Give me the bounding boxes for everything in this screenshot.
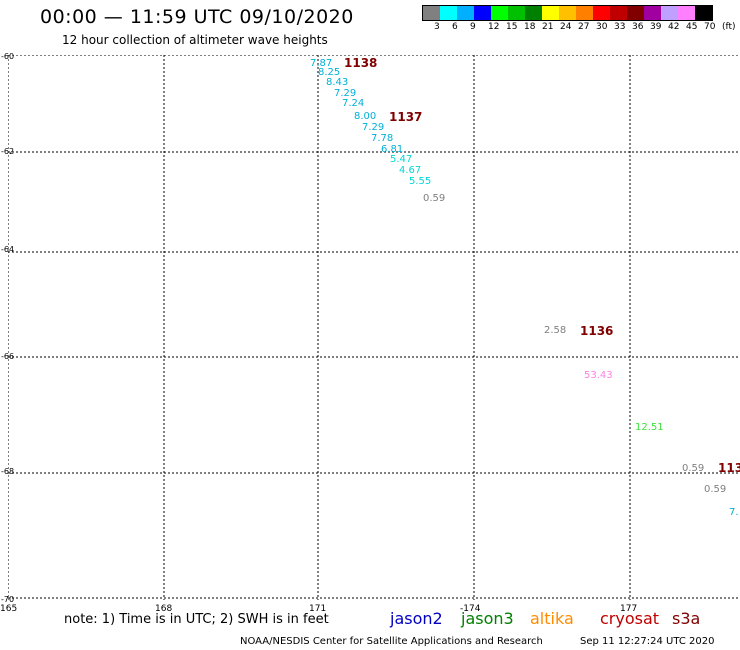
wave-height-observation: 53.43 bbox=[584, 370, 613, 381]
legend-swatch bbox=[678, 6, 695, 20]
wave-height-observation: 0.59 bbox=[704, 484, 727, 495]
pass-number-label: 1137 bbox=[389, 110, 423, 124]
legend-label: 6 bbox=[452, 22, 458, 32]
latitude-label: -66 bbox=[1, 352, 15, 361]
legend-label: 70 bbox=[704, 22, 716, 32]
wave-height-observation: 7.78 bbox=[371, 133, 394, 144]
wave-height-observation: 8.25 bbox=[318, 67, 341, 78]
latitude-label: -60 bbox=[1, 52, 15, 61]
latitude-label: -62 bbox=[1, 147, 15, 156]
legend-swatch bbox=[576, 6, 593, 20]
legend-label: 42 bbox=[668, 22, 680, 32]
wave-height-observation: 5.55 bbox=[409, 176, 432, 187]
legend-swatch bbox=[610, 6, 627, 20]
wave-height-observation: 8.43 bbox=[326, 77, 349, 88]
satellite-altika-label: altika bbox=[530, 609, 574, 628]
legend-swatch bbox=[695, 6, 712, 20]
satellite-jason2-label: jason2 bbox=[390, 609, 443, 628]
wave-height-observation: 7.29 bbox=[334, 88, 357, 99]
legend-swatch bbox=[661, 6, 678, 20]
latitude-label: -64 bbox=[1, 245, 15, 254]
legend-label: 24 bbox=[560, 22, 572, 32]
wave-height-observation: 7. bbox=[729, 507, 739, 518]
pass-number-label: 1136 bbox=[580, 324, 614, 338]
wave-height-observation: 4.67 bbox=[399, 165, 422, 176]
latitude-label: -70 bbox=[1, 595, 15, 604]
legend-swatch bbox=[644, 6, 661, 20]
wave-height-observation: 7.87 bbox=[310, 58, 333, 69]
legend-label: 39 bbox=[650, 22, 662, 32]
wave-height-observation: 5.47 bbox=[390, 154, 413, 165]
legend-label: 18 bbox=[524, 22, 536, 32]
credit-line: NOAA/NESDIS Center for Satellite Applica… bbox=[240, 636, 543, 647]
map-area bbox=[8, 55, 740, 600]
wave-height-observation: 7.24 bbox=[342, 98, 365, 109]
longitude-label: 168 bbox=[155, 604, 173, 614]
legend-label: 30 bbox=[596, 22, 608, 32]
legend-label: 33 bbox=[614, 22, 626, 32]
legend-swatch bbox=[593, 6, 610, 20]
satellite-jason3-label: jason3 bbox=[461, 609, 514, 628]
legend-swatch bbox=[440, 6, 457, 20]
legend-swatch bbox=[474, 6, 491, 20]
longitude-label: 165 bbox=[0, 604, 18, 614]
pass-number-label: 113 bbox=[718, 461, 740, 475]
wave-height-observation: 12.51 bbox=[635, 422, 664, 433]
wave-height-observation: 0.59 bbox=[423, 193, 446, 204]
satellite-s3a-label: s3a bbox=[672, 609, 701, 628]
wave-height-observation: 7.29 bbox=[362, 122, 385, 133]
wave-height-observation: 2.58 bbox=[544, 325, 567, 336]
longitude-label: 177 bbox=[620, 604, 638, 614]
longitude-label: 171 bbox=[309, 604, 327, 614]
color-scale-legend bbox=[422, 5, 713, 21]
legend-swatch bbox=[542, 6, 559, 20]
legend-swatch bbox=[525, 6, 542, 20]
satellite-cryosat-label: cryosat bbox=[600, 609, 660, 628]
footer-note: note: 1) Time is in UTC; 2) SWH is in fe… bbox=[64, 612, 329, 627]
map-grid bbox=[8, 55, 740, 600]
legend-label: 27 bbox=[578, 22, 590, 32]
legend-swatch bbox=[491, 6, 508, 20]
legend-swatch bbox=[423, 6, 440, 20]
chart-subtitle: 12 hour collection of altimeter wave hei… bbox=[62, 33, 328, 47]
legend-swatch bbox=[508, 6, 525, 20]
legend-label: 15 bbox=[506, 22, 518, 32]
legend-swatch bbox=[559, 6, 576, 20]
wave-height-observation: 8.00 bbox=[354, 111, 377, 122]
pass-number-label: 1138 bbox=[344, 56, 378, 70]
latitude-label: -68 bbox=[1, 467, 15, 476]
legend-label: (ft) bbox=[722, 22, 736, 32]
legend-label: 45 bbox=[686, 22, 698, 32]
legend-label: 9 bbox=[470, 22, 476, 32]
legend-swatch bbox=[627, 6, 644, 20]
legend-label: 12 bbox=[488, 22, 500, 32]
generated-timestamp: Sep 11 12:27:24 UTC 2020 bbox=[580, 636, 715, 647]
legend-swatch bbox=[457, 6, 474, 20]
chart-title: 00:00 — 11:59 UTC 09/10/2020 bbox=[40, 6, 354, 28]
wave-height-observation: 6.81 bbox=[381, 144, 404, 155]
legend-label: 21 bbox=[542, 22, 554, 32]
longitude-label: -174 bbox=[460, 604, 481, 614]
legend-label: 3 bbox=[434, 22, 440, 32]
legend-label: 36 bbox=[632, 22, 644, 32]
wave-height-observation: 0.59 bbox=[682, 463, 705, 474]
